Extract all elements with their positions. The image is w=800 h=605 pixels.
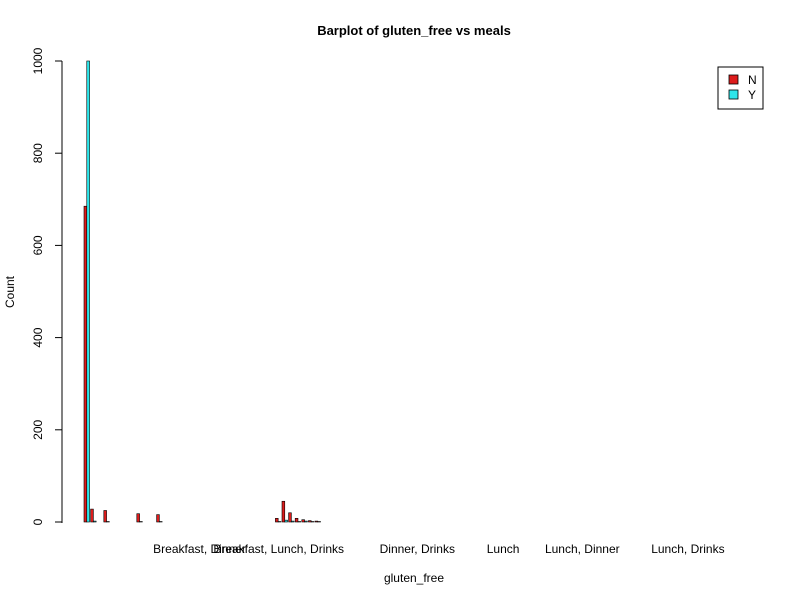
bar-y: [285, 520, 288, 522]
bar-n: [157, 515, 160, 522]
legend-label-n: N: [748, 73, 757, 87]
x-tick-label: Lunch, Dinner: [545, 542, 620, 556]
bar-y: [305, 521, 308, 522]
bar-n: [282, 501, 285, 522]
bar-n: [295, 518, 298, 522]
y-tick-label: 400: [31, 327, 45, 347]
bar-n: [289, 513, 292, 522]
bar-n: [302, 520, 305, 522]
bar-y: [87, 61, 90, 522]
x-tick-label: Breakfast, Lunch, Drinks: [213, 542, 344, 556]
y-tick-label: 0: [31, 518, 45, 525]
y-axis-label: Count: [3, 275, 17, 308]
bar-n: [137, 514, 140, 522]
chart-title: Barplot of gluten_free vs meals: [317, 23, 511, 38]
y-tick-label: 600: [31, 235, 45, 255]
bar-n: [91, 509, 94, 522]
x-axis-label: gluten_free: [384, 571, 444, 585]
x-tick-label: Dinner, Drinks: [380, 542, 455, 556]
legend-swatch-n: [729, 75, 738, 84]
bar-n: [104, 510, 107, 522]
bar-n: [84, 206, 87, 522]
bar-n: [315, 521, 318, 522]
bar-y: [93, 521, 96, 522]
bar-series-group: [84, 61, 321, 522]
legend-label-y: Y: [748, 88, 756, 102]
y-axis-ticks: 0 200 400 600 800 1000: [31, 47, 62, 525]
y-tick-label: 800: [31, 143, 45, 163]
bar-y: [291, 521, 294, 522]
legend-swatch-y: [729, 90, 738, 99]
bar-n: [275, 518, 278, 522]
x-tick-label: Lunch: [487, 542, 520, 556]
y-tick-label: 1000: [31, 47, 45, 74]
x-tick-label: Lunch, Drinks: [651, 542, 724, 556]
y-tick-label: 200: [31, 419, 45, 439]
legend: N Y: [718, 67, 763, 109]
bar-n: [308, 521, 311, 522]
